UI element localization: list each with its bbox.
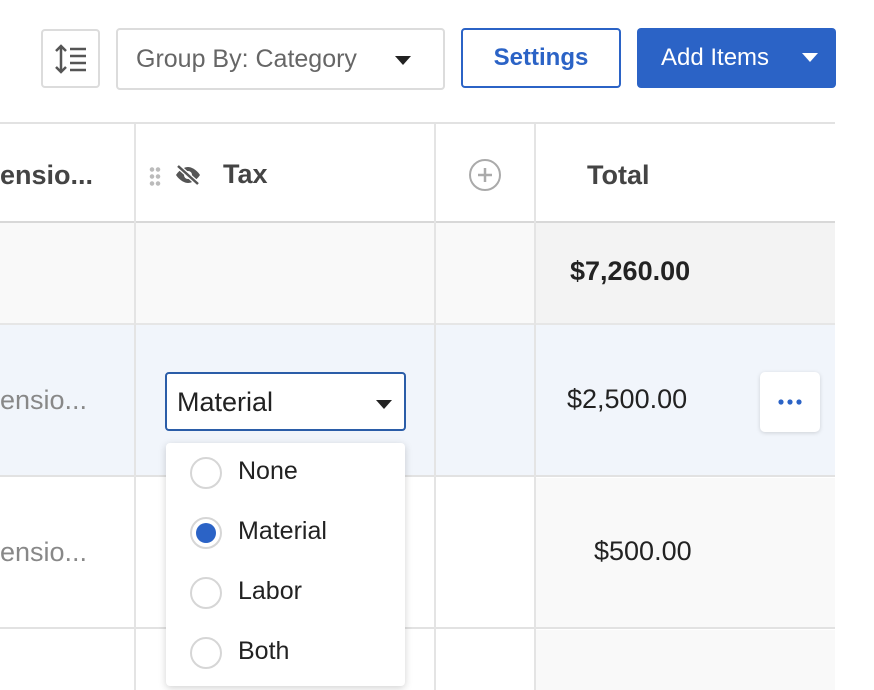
radio-none[interactable] [190,457,222,489]
tax-option-labor[interactable]: Labor [166,563,404,623]
column-header-tax[interactable]: Tax [146,158,426,194]
row-height-button[interactable] [41,29,100,88]
settings-label: Settings [493,44,589,71]
add-column-button[interactable] [469,159,501,191]
tax-select-value: Material [177,387,274,417]
row-height-icon [54,43,86,74]
tax-dropdown-menu: None Material Labor Both [166,443,405,686]
table-row[interactable] [536,630,835,690]
chevron-down-icon [802,53,818,62]
chevron-down-icon [395,56,411,65]
radio-material-selected[interactable] [190,517,222,549]
chevron-down-icon [376,400,392,409]
more-horizontal-icon [778,399,802,405]
column-header-total[interactable]: Total [587,160,650,190]
row-actions-button[interactable] [760,372,820,432]
radio-labor[interactable] [190,577,222,609]
eye-slash-icon[interactable] [174,164,202,186]
table-row[interactable] [536,478,835,628]
dimension-cell: ensio... [0,385,88,415]
group-by-select[interactable]: Group By: Category [116,28,445,90]
tax-header-label: Tax [223,159,268,189]
tax-option-material[interactable]: Material [166,503,404,563]
summary-total: $7,260.00 [570,256,691,286]
row-total: $500.00 [594,536,692,566]
tax-select[interactable]: Material [165,372,406,431]
summary-total-cell-bg [536,223,835,324]
settings-button[interactable]: Settings [461,28,621,88]
group-by-label: Group By: Category [136,44,357,73]
add-items-button[interactable]: Add Items [637,28,836,88]
radio-both[interactable] [190,637,222,669]
dimension-cell: ensio... [0,537,88,567]
tax-option-none[interactable]: None [166,443,404,503]
add-items-label: Add Items [661,44,770,71]
row-total: $2,500.00 [567,384,688,414]
drag-handle-icon[interactable] [149,166,161,186]
table-row[interactable] [0,325,835,476]
tax-option-both[interactable]: Both [166,623,404,683]
column-header-dimension[interactable]: ensio... [0,160,94,190]
plus-icon [478,168,492,182]
